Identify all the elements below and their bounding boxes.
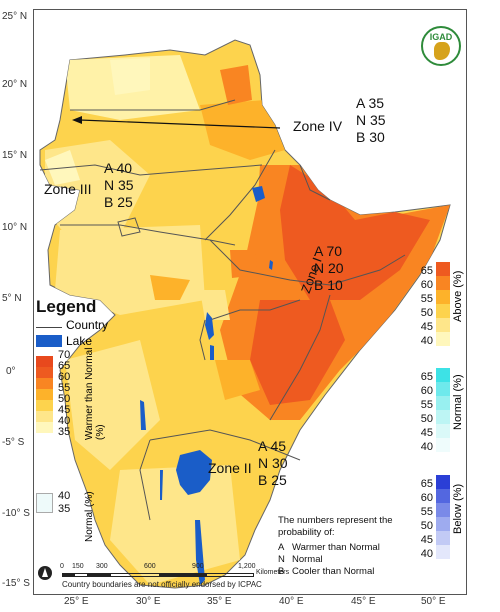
legend-warmer-ramp <box>36 356 53 433</box>
zone-ii-label: Zone II <box>208 460 252 476</box>
lat-label: -15° S <box>2 578 30 589</box>
zone-iv-n: N 35 <box>356 112 386 128</box>
legend-country-label: Country <box>66 318 109 332</box>
zone-i-n: N 20 <box>314 260 344 276</box>
lon-label: 35° E <box>207 596 232 607</box>
explanation-n: N Normal <box>278 554 323 565</box>
legend-normal-ramp <box>36 493 53 513</box>
zone-i-probs: A 70 N 20 B 10 <box>314 243 344 294</box>
lat-label: 20° N <box>2 79 28 90</box>
zone-i-b: B 10 <box>314 277 343 293</box>
colorbar-below-values: 65 60 55 50 45 40 <box>420 478 433 560</box>
legend-normal-label: Normal (%) <box>84 491 95 542</box>
lake-victoria <box>176 450 212 495</box>
legend-warmer-values: 70 65 60 55 50 45 40 35 <box>58 349 71 438</box>
legend-title: Legend <box>36 297 97 316</box>
zone-i-a: A 70 <box>314 243 343 259</box>
zone-ii-b: B 25 <box>258 472 287 488</box>
zone-iii-probs: A 40 N 35 B 25 <box>104 160 134 211</box>
zone-iii-label: Zone III <box>44 181 92 197</box>
colorbar-normal-values: 65 60 55 50 45 40 <box>420 371 433 453</box>
legend-lake-swatch <box>36 335 62 347</box>
lat-label: 5° N <box>2 293 22 304</box>
lat-label: -10° S <box>2 508 30 519</box>
colorbar-above-values: 65 60 55 50 45 40 <box>420 265 433 347</box>
lon-label: 40° E <box>279 596 304 607</box>
lon-label: 45° E <box>351 596 376 607</box>
probability-explanation: The numbers represent the probability of… <box>278 515 418 578</box>
explanation-a: A Warmer than Normal <box>278 542 380 553</box>
lon-label: 50° E <box>421 596 446 607</box>
zone-ii-n: N 30 <box>258 455 288 471</box>
north-arrow-icon <box>38 566 52 580</box>
lon-label: 30° E <box>136 596 161 607</box>
zone-iii-b: B 25 <box>104 194 133 210</box>
map-canvas <box>39 39 451 589</box>
colorbar-normal-label: Normal (%) <box>452 374 464 430</box>
legend-warmer-label: Warmer than Normal (%) <box>84 347 106 440</box>
colorbar-above-label: Above (%) <box>452 270 464 322</box>
zone-iv-label: Zone IV <box>293 118 343 134</box>
colorbar-below-label: Below (%) <box>452 483 464 534</box>
zone-ii-a: A 45 <box>258 438 287 454</box>
igad-logo: IGAD <box>421 26 461 66</box>
lat-label: -5° S <box>2 437 25 448</box>
igad-logo-text: IGAD <box>429 32 453 42</box>
lon-label: 25° E <box>64 596 89 607</box>
zone-ii-probs: A 45 N 30 B 25 <box>258 438 288 489</box>
colorbar-normal <box>436 368 450 452</box>
zone-iii-a: A 40 <box>104 160 133 176</box>
explanation-intro: The numbers represent the probability of… <box>278 515 393 538</box>
lat-label: 15° N <box>2 150 28 161</box>
colorbar-below <box>436 475 450 559</box>
legend-country-line <box>36 327 62 328</box>
zone-iv-b: B 30 <box>356 129 385 145</box>
zone-iii-n: N 35 <box>104 177 134 193</box>
boundary-disclaimer: Country boundaries are not officially en… <box>62 580 262 589</box>
lat-label: 0° <box>6 366 16 377</box>
scale-bar <box>62 573 254 577</box>
explanation-b: B Cooler than Normal <box>278 566 375 577</box>
zone-iv-probs: A 35 N 35 B 30 <box>356 95 386 146</box>
legend-normal-values: 40 35 <box>58 490 71 515</box>
africa-icon <box>434 42 450 60</box>
zone-iv-a: A 35 <box>356 95 385 111</box>
colorbar-above <box>436 262 450 346</box>
lat-label: 25° N <box>2 11 28 22</box>
lat-label: 10° N <box>2 222 28 233</box>
legend-lake-label: Lake <box>66 334 93 348</box>
